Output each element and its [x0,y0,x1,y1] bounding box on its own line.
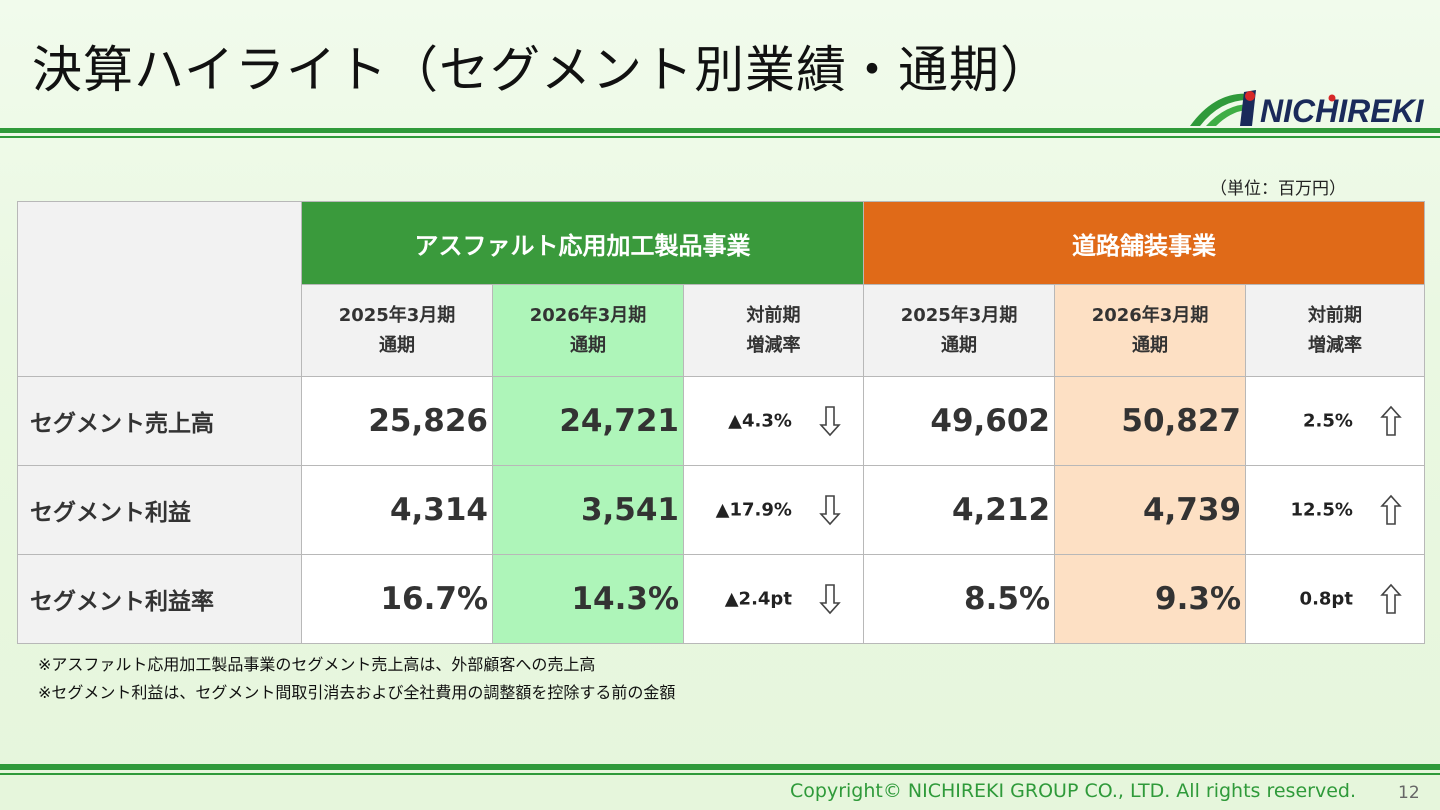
down-arrow-icon [819,406,841,437]
col-header-curr: 2026年3月期 通期 [492,284,684,377]
paving-curr-value: 4,739 [1054,465,1247,555]
paving-curr-value: 50,827 [1054,376,1247,466]
paving-change-value: 0.8pt [1299,588,1353,610]
header-rule-thin [0,136,1440,138]
page-number: 12 [1398,783,1420,803]
asphalt-change-cell: ▲2.4pt [682,554,865,644]
header-rule-thick [0,128,1440,133]
table-row: セグメント利益率 16.7% 14.3% ▲2.4pt 8.5% 9.3% 0.… [17,554,1426,644]
asphalt-prev-value: 16.7% [301,554,493,644]
asphalt-curr-value: 14.3% [492,554,684,644]
col-header-curr: 2026年3月期 通期 [1054,284,1247,377]
unit-label: （単位：百万円） [1210,179,1346,199]
row-label: セグメント利益率 [17,554,302,644]
footer-rule-thin [0,773,1440,775]
paving-change-cell: 0.8pt [1245,554,1426,644]
page-title: 決算ハイライト（セグメント別業績・通期） [32,41,1051,99]
asphalt-change-value: ▲2.4pt [724,588,792,610]
asphalt-curr-value: 24,721 [492,376,684,466]
asphalt-change-value: ▲17.9% [715,499,792,521]
up-arrow-icon [1380,494,1402,525]
down-arrow-icon [819,495,841,526]
asphalt-curr-value: 3,541 [492,465,684,555]
paving-change-value: 12.5% [1290,499,1353,521]
asphalt-prev-value: 25,826 [301,376,493,466]
col-header-prev: 2025年3月期 通期 [863,284,1056,377]
segment-header-asphalt: アスファルト応用加工製品事業 [300,201,865,285]
paving-prev-value: 49,602 [863,376,1056,466]
asphalt-change-value: ▲4.3% [728,410,792,432]
asphalt-change-cell: ▲17.9% [682,465,865,555]
row-label: セグメント利益 [17,465,302,555]
paving-curr-value: 9.3% [1054,554,1247,644]
down-arrow-icon [819,584,841,615]
table-row: セグメント利益 4,314 3,541 ▲17.9% 4,212 4,739 1… [17,465,1426,555]
footnote: ※アスファルト応用加工製品事業のセグメント売上高は、外部顧客への売上高 [38,655,596,674]
footnote: ※セグメント利益は、セグメント間取引消去および全社費用の調整額を控除する前の金額 [38,683,676,702]
paving-prev-value: 4,212 [863,465,1056,555]
up-arrow-icon [1380,405,1402,436]
segment-header-paving: 道路舗装事業 [863,201,1426,285]
paving-change-value: 2.5% [1303,410,1353,432]
footer-rule-thick [0,764,1440,770]
col-header-change: 対前期 増減率 [682,284,865,377]
segment-results-table: アスファルト応用加工製品事業 道路舗装事業 2025年3月期 通期 2026年3月… [17,201,1426,644]
asphalt-prev-value: 4,314 [301,465,493,555]
table-row: セグメント売上高 25,826 24,721 ▲4.3% 49,602 50,8… [17,376,1426,466]
table-corner [17,201,302,377]
col-header-change: 対前期 増減率 [1245,284,1426,377]
paving-change-cell: 2.5% [1245,376,1426,466]
col-header-prev: 2025年3月期 通期 [301,284,493,377]
paving-prev-value: 8.5% [863,554,1056,644]
svg-text:NICHIREKI: NICHIREKI [1260,93,1425,128]
copyright-text: Copyright© NICHIREKI GROUP CO., LTD. All… [790,780,1356,802]
row-label: セグメント売上高 [17,376,302,466]
paving-change-cell: 12.5% [1245,465,1426,555]
nichireki-logo: NICHIREKI [1190,90,1425,128]
asphalt-change-cell: ▲4.3% [682,376,865,466]
up-arrow-icon [1380,583,1402,614]
